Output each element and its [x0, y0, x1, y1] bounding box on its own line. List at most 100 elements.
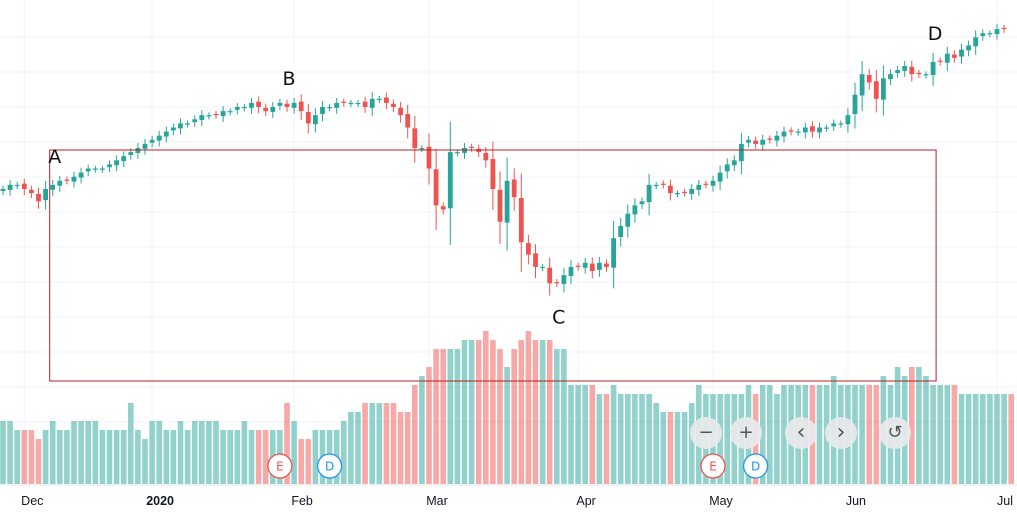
candle-body — [618, 225, 624, 237]
candle-body — [227, 111, 233, 113]
candle-body — [213, 113, 219, 116]
volume-bar — [170, 430, 177, 484]
candle-body — [426, 146, 432, 169]
volume-bar — [412, 385, 418, 484]
x-tick-label: Jun — [846, 494, 866, 508]
reset-button[interactable]: ↺ — [879, 417, 911, 449]
candle-body — [348, 102, 354, 105]
volume-bar — [227, 430, 233, 484]
candle-body — [781, 131, 787, 137]
event-marker-e[interactable]: E — [267, 453, 293, 479]
candle-body — [355, 102, 361, 105]
x-tick-label: Apr — [576, 494, 595, 508]
candle-body — [824, 127, 829, 129]
volume-bar — [1008, 394, 1014, 484]
volume-bar — [518, 340, 525, 484]
event-marker-d[interactable]: D — [742, 453, 769, 479]
candle-body — [298, 101, 304, 112]
candle-body — [540, 266, 545, 269]
volume-bar — [348, 412, 354, 484]
candle-body — [447, 152, 453, 209]
volume-bar — [71, 421, 77, 484]
scroll-right-button[interactable]: › — [825, 417, 857, 449]
candle-body — [810, 126, 815, 132]
candle-body — [199, 115, 205, 121]
candle-body — [36, 193, 41, 202]
candle-body — [504, 180, 510, 223]
event-marker-text: E — [709, 460, 717, 474]
volume-bar — [404, 412, 411, 484]
candle-body — [703, 183, 709, 185]
candle-body — [249, 102, 254, 108]
volume-bar — [142, 439, 148, 484]
event-marker-d[interactable]: D — [316, 453, 343, 479]
candle-body — [994, 29, 1000, 35]
volume-bar — [916, 367, 922, 484]
volume-bar — [930, 385, 936, 484]
candle-body — [959, 49, 964, 57]
volume-bar — [241, 421, 248, 484]
zoom-out-button[interactable]: − — [690, 417, 722, 449]
volume-bar — [220, 430, 226, 484]
candle-body — [909, 66, 915, 75]
event-marker-circle — [700, 453, 726, 479]
candle-body — [398, 107, 403, 116]
volume-bar — [923, 376, 929, 484]
candle-body — [717, 172, 723, 182]
candle-body — [270, 107, 276, 112]
volume-bar — [447, 349, 454, 484]
volume-bar — [298, 439, 304, 484]
candle-body — [64, 179, 70, 181]
candle-body — [29, 189, 34, 194]
candle-body — [952, 54, 957, 58]
volume-bar — [454, 349, 461, 484]
candle-body — [632, 205, 638, 215]
x-axis: Dec 2020 Feb Mar Apr May Jun Jul — [0, 484, 1017, 508]
candle-body — [710, 180, 716, 186]
annotation-label-a: A — [48, 146, 61, 168]
candle-body — [731, 160, 737, 166]
volume-bar — [568, 385, 574, 484]
volume-bar — [909, 367, 915, 484]
volume-bar — [128, 403, 134, 484]
candle-body — [788, 130, 794, 132]
volume-bar — [532, 340, 539, 484]
candle-body — [916, 72, 922, 75]
volume-bar — [369, 403, 375, 484]
candle-body — [43, 189, 48, 201]
volume-bar — [7, 421, 13, 484]
zoom-in-button[interactable]: + — [730, 417, 762, 449]
volume-bar — [546, 340, 553, 484]
candle-body — [802, 127, 808, 133]
candle-body — [185, 123, 190, 125]
volume-bar — [603, 394, 610, 484]
volume-bar — [163, 430, 170, 484]
candle-body — [85, 168, 91, 172]
volume-bar — [759, 385, 766, 484]
volume-bar — [42, 430, 49, 484]
volume-bar — [610, 385, 617, 484]
candle-body — [1001, 27, 1007, 30]
scroll-left-button[interactable]: ‹ — [785, 417, 817, 449]
candle-body — [92, 168, 98, 170]
volume-bar — [177, 421, 184, 484]
candle-body — [320, 107, 325, 114]
volume-bar — [873, 385, 880, 484]
volume-bar — [866, 385, 872, 484]
volume-bar — [156, 421, 162, 484]
candle-body — [71, 176, 77, 182]
volume-bar — [376, 403, 383, 484]
volume-bar — [589, 385, 596, 484]
candle-body — [533, 253, 538, 267]
volume-bar — [539, 340, 546, 484]
candle-body — [739, 143, 744, 162]
volume-bar — [426, 367, 432, 484]
volume-bar — [582, 385, 588, 484]
event-marker-text: D — [325, 460, 334, 474]
event-marker-e[interactable]: E — [700, 453, 726, 479]
candle-body — [518, 198, 524, 243]
x-tick-label: 2020 — [146, 494, 174, 508]
volume-bar — [617, 394, 624, 484]
